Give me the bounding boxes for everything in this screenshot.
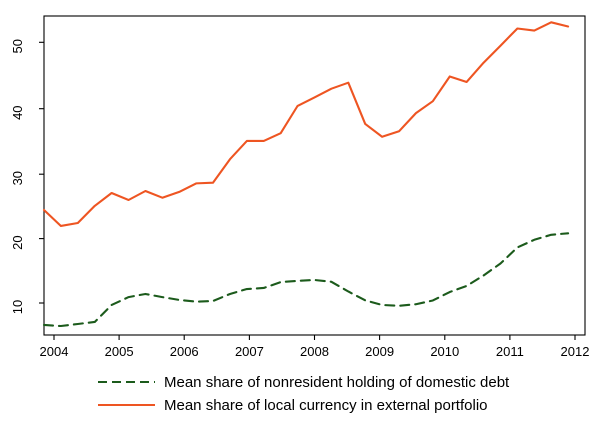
svg-text:2006: 2006 xyxy=(170,344,199,359)
svg-text:10: 10 xyxy=(10,300,25,314)
svg-text:2012: 2012 xyxy=(561,344,590,359)
svg-text:50: 50 xyxy=(10,39,25,53)
svg-text:Mean share of local currency i: Mean share of local currency in external… xyxy=(164,397,488,414)
svg-text:40: 40 xyxy=(10,105,25,119)
svg-text:2010: 2010 xyxy=(430,344,459,359)
svg-text:2008: 2008 xyxy=(300,344,329,359)
svg-text:Mean share of nonresident hold: Mean share of nonresident holding of dom… xyxy=(164,374,510,391)
svg-text:2005: 2005 xyxy=(105,344,134,359)
svg-text:2011: 2011 xyxy=(496,344,524,359)
svg-text:2007: 2007 xyxy=(235,344,264,359)
svg-text:20: 20 xyxy=(10,235,25,249)
svg-text:2009: 2009 xyxy=(365,344,394,359)
svg-text:2004: 2004 xyxy=(40,344,69,359)
svg-text:30: 30 xyxy=(10,171,25,185)
